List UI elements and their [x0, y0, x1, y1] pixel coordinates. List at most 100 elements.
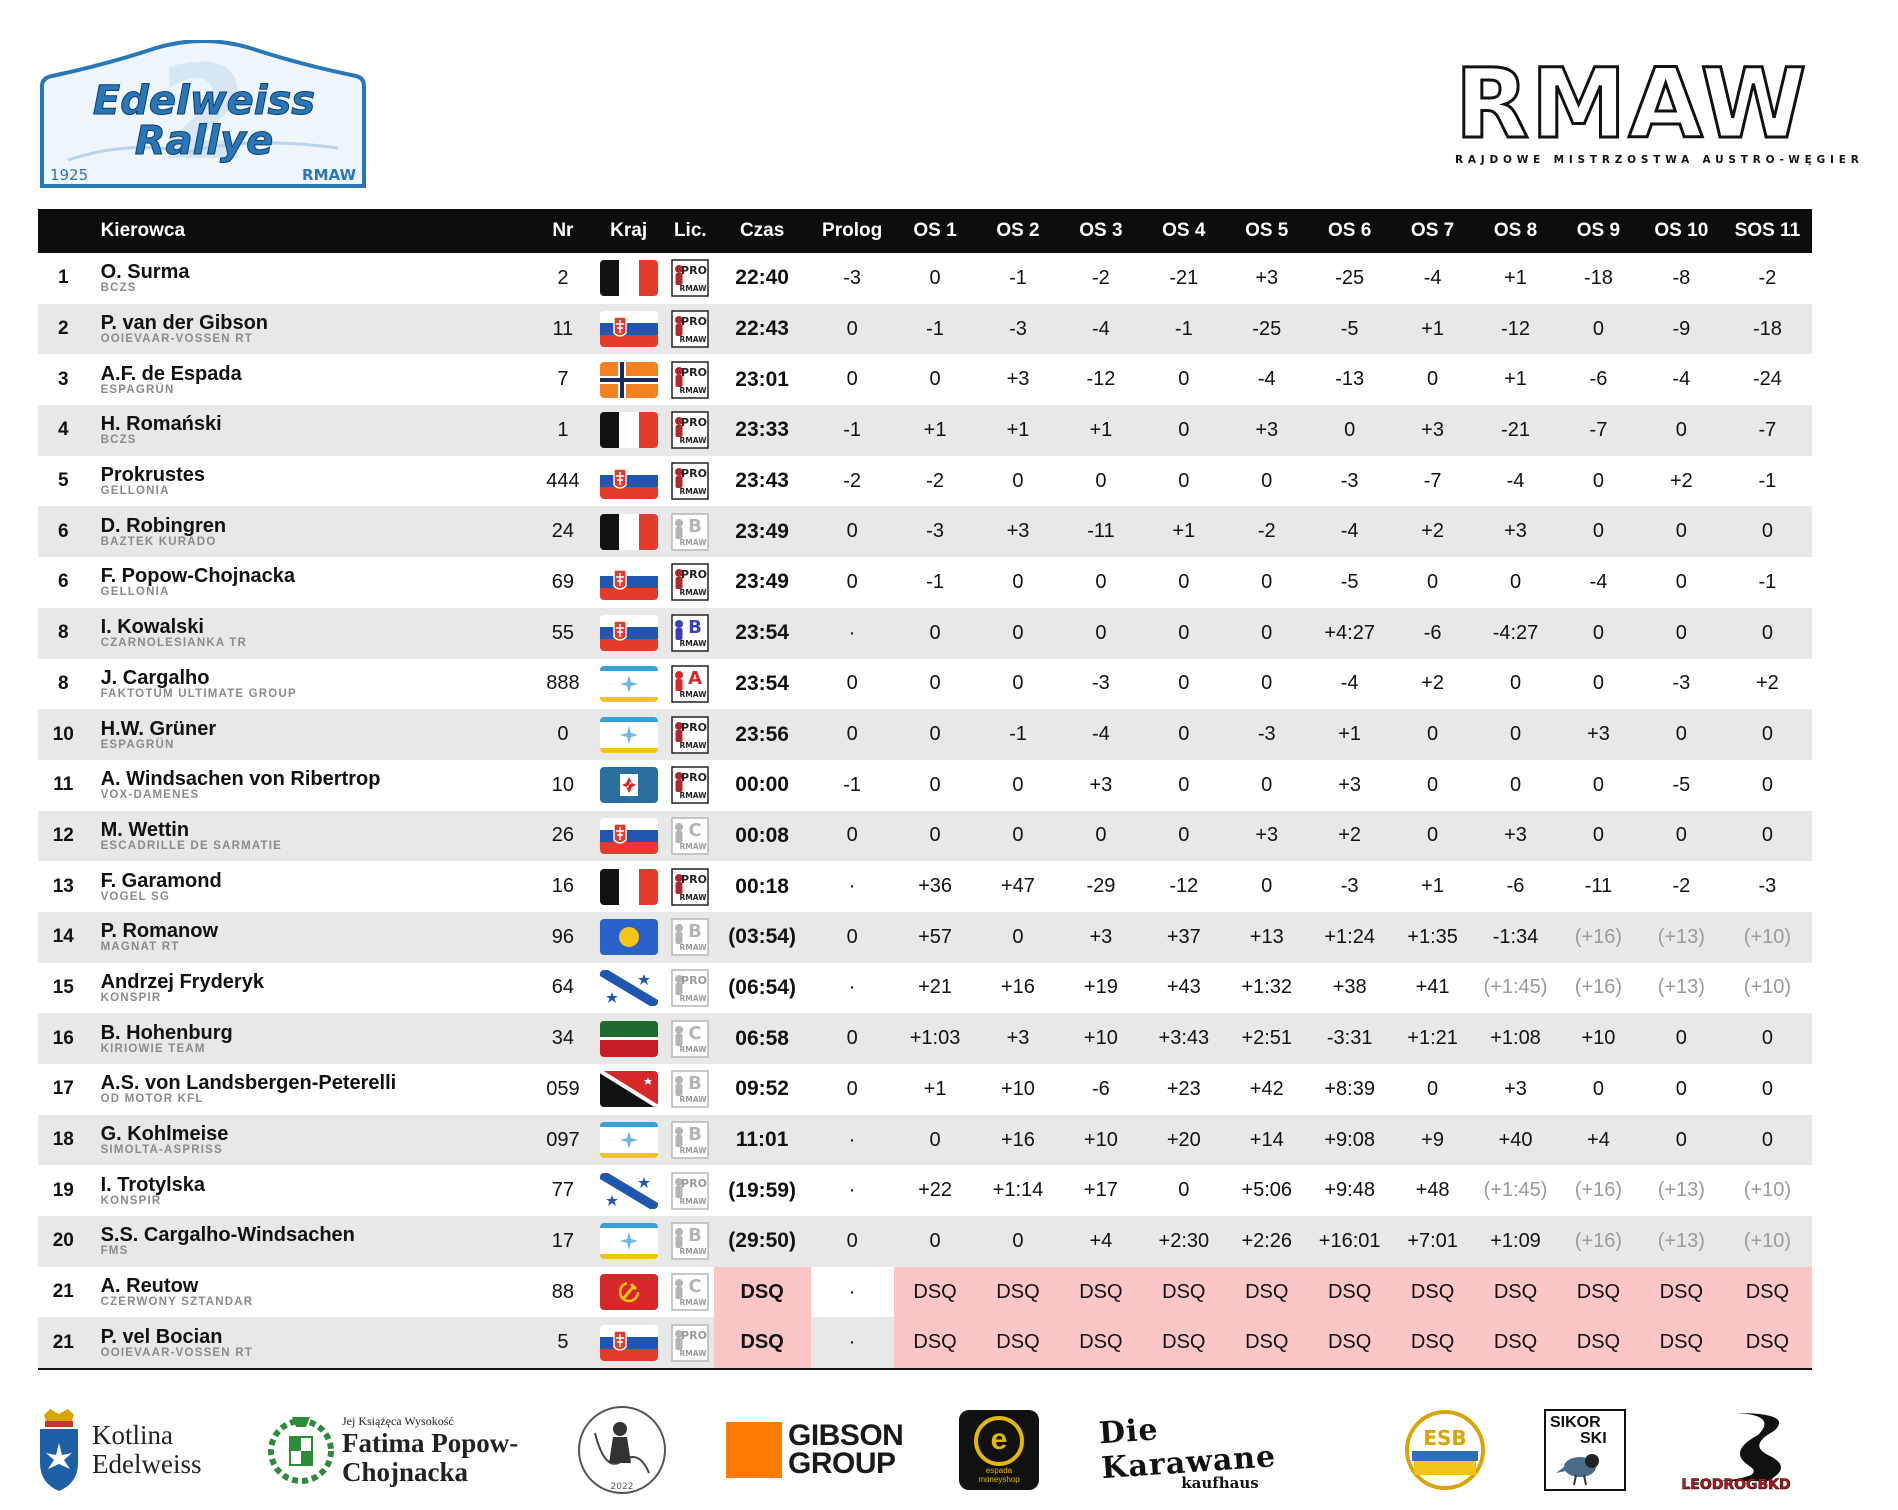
position-cell: 3 [38, 354, 89, 406]
license-cell: C RMAW [667, 1266, 714, 1318]
svg-text:RMAW: RMAW [680, 994, 708, 1003]
svg-text:RMAW: RMAW [680, 538, 708, 547]
stage-result: 0 [893, 810, 977, 862]
car-number: 77 [535, 1165, 591, 1217]
car-number: 24 [535, 506, 591, 558]
table-row: 10 H.W. Grüner ESPAGRÜN 0 PRO RMAW 23:56 0 0 -1 -4… [38, 709, 1812, 760]
stage-result: +3 [1474, 810, 1557, 862]
total-time: 22:40 [713, 253, 811, 304]
country-cell [590, 253, 668, 304]
total-time: 23:49 [713, 506, 811, 558]
stage-result: DSQ [1722, 1317, 1812, 1371]
rmaw-logo-text: RMAW [1454, 48, 1809, 160]
svg-text:RMAW: RMAW [680, 943, 708, 952]
stage-result: 0 [1142, 557, 1226, 608]
table-row: 18 G. Kohlmeise SIMOLTA-ASPRISS 097 B RMAW 11:… [38, 1114, 1812, 1166]
table-row: 14 P. Romanow MAGNAT RT 96 B RMAW (03:54) 0 +57 0… [38, 911, 1812, 963]
driver-cell: O. Surma BCZS [88, 253, 536, 304]
driver-cell: P. van der Gibson OOIEVAAR-VOSSEN RT [88, 303, 536, 355]
svg-text:C: C [689, 1276, 702, 1297]
driver-name: I. Kowalski [100, 616, 204, 639]
stage-result: +22 [893, 1165, 977, 1217]
total-time: (06:54) [713, 962, 811, 1014]
country-cell [590, 911, 668, 963]
stage-result: +42 [1225, 1064, 1309, 1115]
svg-text:RMAW: RMAW [680, 386, 708, 395]
stage-result: 0 [1556, 303, 1640, 355]
stage-result: -3 [976, 303, 1060, 355]
stage-result: 0 [893, 1114, 977, 1166]
country-cell [590, 658, 668, 710]
stage-result: +9:08 [1308, 1114, 1392, 1166]
stage-result: 0 [1722, 709, 1812, 760]
stage-result: 0 [976, 557, 1060, 608]
table-row: 11 A. Windsachen von Ribertrop VOX-DAMENES… [38, 759, 1812, 811]
stage-result: +3 [1474, 506, 1557, 558]
license-badge-icon: B RMAW [671, 614, 710, 652]
stage-result: +57 [893, 911, 977, 963]
rmaw-logo-subtitle: RAJDOWE MISTRZOSTWA AUSTRO-WĘGIER [1455, 154, 1864, 166]
driver-name: Prokrustes [100, 464, 206, 487]
stage-result: 0 [1639, 709, 1723, 760]
team-name: ESCADRILLE DE SARMATIE [100, 839, 283, 852]
country-cell [590, 709, 668, 760]
stage-result: (+1:45) [1474, 1165, 1557, 1217]
svg-text:RMAW: RMAW [680, 690, 708, 699]
country-flag-icon [599, 1122, 658, 1159]
svg-text:C: C [689, 1023, 702, 1044]
stage-result: +23 [1142, 1064, 1226, 1115]
stage-result: DSQ [1556, 1317, 1640, 1371]
total-time: 23:01 [713, 354, 811, 406]
stage-result: -3 [893, 506, 977, 558]
team-name: OOIEVAAR-VOSSEN RT [100, 333, 253, 346]
driver-cell: A. Reutow CZERWONY SZTANDAR [88, 1266, 536, 1318]
svg-text:B: B [688, 921, 702, 942]
license-cell: B RMAW [667, 1064, 714, 1115]
stage-result: 0 [810, 709, 894, 760]
svg-text:RMAW: RMAW [680, 335, 708, 344]
country-flag-icon [599, 615, 658, 652]
table-row: 1 O. Surma BCZS 2 PRO RMAW 22:40 -3 0 -1 -2 -21 +3 -2… [38, 253, 1812, 304]
svg-text:C: C [689, 820, 702, 841]
driver-name: B. Hohenburg [100, 1021, 233, 1044]
country-flag-icon [599, 817, 658, 854]
license-badge-icon: PRO RMAW [671, 715, 710, 754]
team-name: CZERWONY SZTANDAR [100, 1296, 254, 1309]
ksaw-emblem-icon: 2022 [578, 1406, 666, 1494]
license-cell: B RMAW [667, 911, 714, 963]
stage-result: (+16) [1556, 1165, 1640, 1217]
car-number: 097 [535, 1114, 591, 1166]
svg-text:B: B [688, 1225, 702, 1246]
svg-text:RMAW: RMAW [680, 1298, 708, 1307]
car-number: 69 [535, 557, 591, 608]
team-name: GELLONIA [100, 586, 170, 599]
stage-result: +7:01 [1391, 1216, 1475, 1267]
stage-result: +4 [1556, 1114, 1640, 1166]
driver-name: F. Garamond [100, 869, 222, 892]
license-cell: PRO RMAW [667, 303, 714, 355]
stage-result: 0 [1639, 506, 1723, 558]
svg-text:B: B [688, 617, 702, 638]
stage-result: +1 [1142, 506, 1226, 558]
car-number: 17 [535, 1216, 591, 1267]
stage-result: 0 [810, 1216, 894, 1267]
svg-text:PRO: PRO [681, 873, 707, 886]
table-row: 6 F. Popow-Chojnacka GELLONIA 69 PRO RMAW 23:4… [38, 557, 1812, 608]
stage-result: -6 [1391, 607, 1475, 659]
stage-result: 0 [1142, 607, 1226, 659]
country-cell [590, 506, 668, 558]
country-cell [590, 810, 668, 862]
country-cell [590, 1317, 668, 1371]
total-time: 09:52 [713, 1064, 811, 1115]
stage-result: +20 [1142, 1114, 1226, 1166]
stage-result: -5 [1308, 303, 1392, 355]
stage-result: 0 [1722, 607, 1812, 659]
stage-result: -3:31 [1308, 1013, 1392, 1064]
stage-result: 0 [976, 911, 1060, 963]
stage-result: -4:27 [1474, 607, 1557, 659]
stage-result: +1:09 [1474, 1216, 1557, 1267]
license-badge-icon: B RMAW [671, 918, 710, 957]
team-name: BCZS [100, 282, 137, 295]
stage-result: 0 [1142, 354, 1226, 406]
sponsor-kotlina-edelweiss: Kotlina Edelweiss [36, 1400, 216, 1500]
